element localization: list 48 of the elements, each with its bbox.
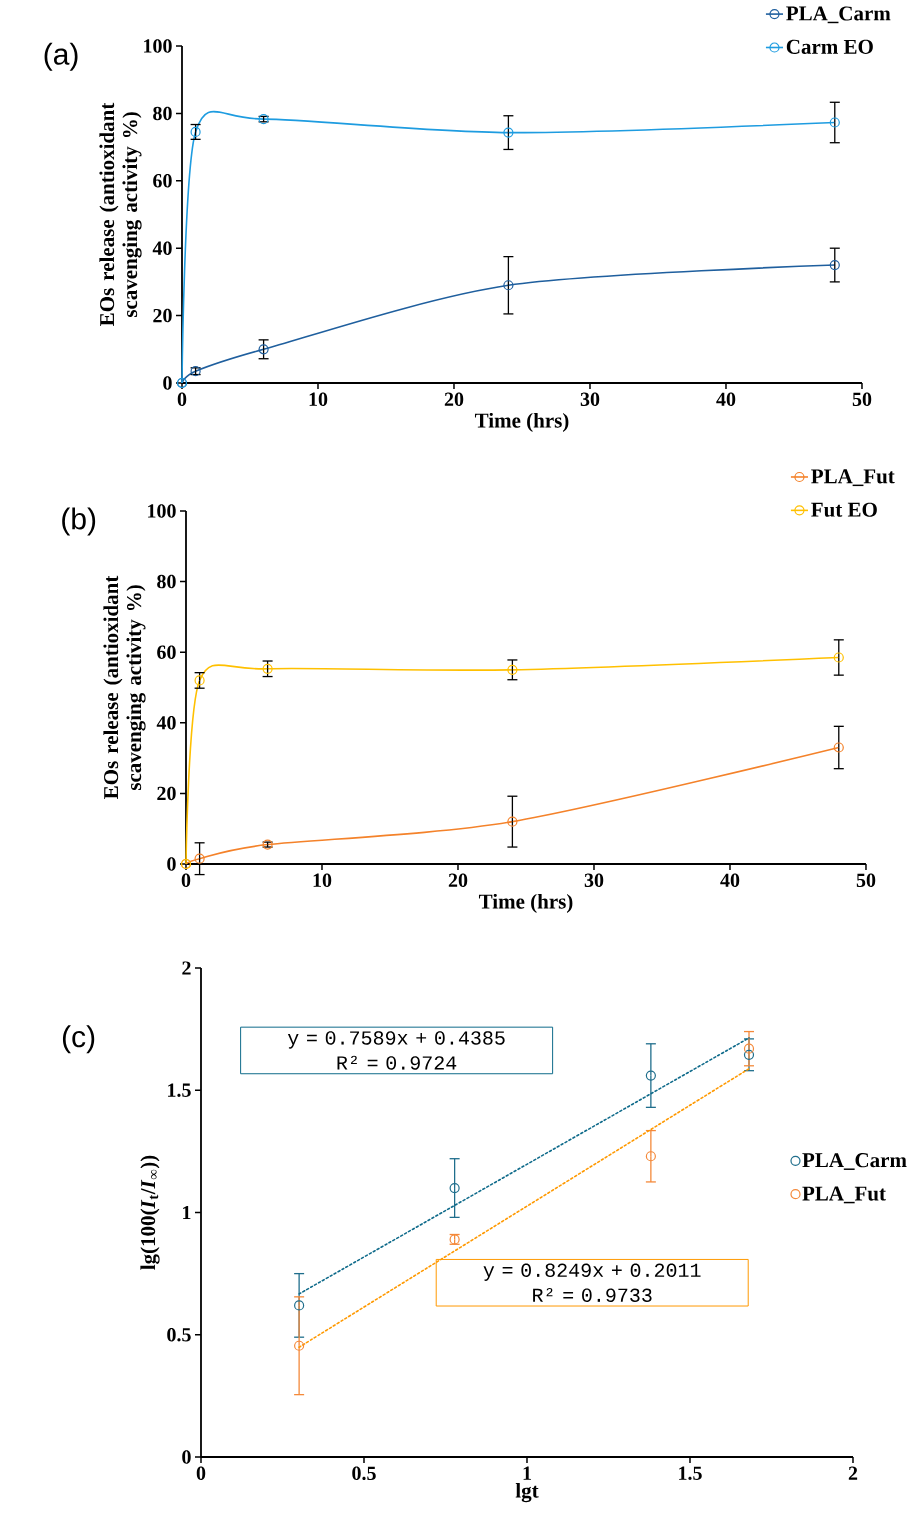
x-tick-label: 2 xyxy=(848,1466,858,1480)
annotation: y = 0.8249x + 0.2011 R² = 0.9733 xyxy=(483,1263,701,1303)
y-tick-label: 1 xyxy=(183,1205,191,1220)
legend-label: PLA_Fut xyxy=(802,1186,886,1204)
legend-label: Fut EO xyxy=(811,502,877,517)
y-tick-label: 60 xyxy=(153,174,172,188)
y-axis-title: EOs release (antioxidant scavenging activity %) xyxy=(103,575,146,799)
x-tick-label: 20 xyxy=(444,392,464,407)
x-tick-label: 0.5 xyxy=(352,1466,376,1481)
y-tick-label: 40 xyxy=(152,241,172,255)
text: (c) xyxy=(62,1025,95,1054)
x-tick-label: 50 xyxy=(856,873,876,888)
legend-label: PLA_Carm xyxy=(786,6,891,24)
x-axis-title: lgt xyxy=(515,1482,539,1503)
x-tick-label: 30 xyxy=(580,392,600,407)
y-tick-label: 60 xyxy=(157,645,176,659)
y-tick-label: 20 xyxy=(153,308,172,323)
text: (a) xyxy=(44,42,78,71)
y-tick-label: 2 xyxy=(182,961,191,975)
x-tick-label: 1 xyxy=(523,1466,531,1480)
y-tick-label: 20 xyxy=(157,786,176,801)
x-tick-label: 40 xyxy=(716,392,736,407)
legend-label: Carm EO xyxy=(786,39,873,54)
x-axis-title: Time (hrs) xyxy=(474,412,569,432)
legend-label: PLA_Fut xyxy=(811,469,895,487)
x-tick-label: 30 xyxy=(584,873,604,888)
x-tick-label: 50 xyxy=(852,392,872,407)
y-tick-label: 0 xyxy=(163,376,172,390)
x-tick-label: 1.5 xyxy=(679,1466,702,1481)
y-tick-label: 80 xyxy=(153,106,172,121)
x-tick-label: 10 xyxy=(309,392,328,407)
y-tick-label: 0 xyxy=(167,857,176,871)
x-tick-label: 20 xyxy=(448,873,468,888)
y-tick-label: 100 xyxy=(144,39,172,53)
text: (b) xyxy=(62,507,96,536)
y-tick-label: 1.5 xyxy=(168,1083,191,1097)
y-tick-label: 0 xyxy=(182,1450,191,1464)
y-tick-label: 0.5 xyxy=(167,1327,191,1342)
x-axis-title: Time (hrs) xyxy=(478,893,573,913)
y-tick-label: 100 xyxy=(148,504,176,518)
x-tick-label: 10 xyxy=(313,873,332,888)
y-axis-title: EOs release (antioxidant scavenging activity %) xyxy=(99,102,142,326)
x-tick-label: 0 xyxy=(196,1466,206,1481)
x-tick-label: 40 xyxy=(720,873,740,888)
y-tick-label: 40 xyxy=(156,716,176,730)
y-tick-label: 80 xyxy=(157,574,176,589)
annotation: y = 0.7589x + 0.4385 R² = 0.9724 xyxy=(287,1031,505,1070)
legend-label: PLA_Carm xyxy=(802,1153,907,1170)
